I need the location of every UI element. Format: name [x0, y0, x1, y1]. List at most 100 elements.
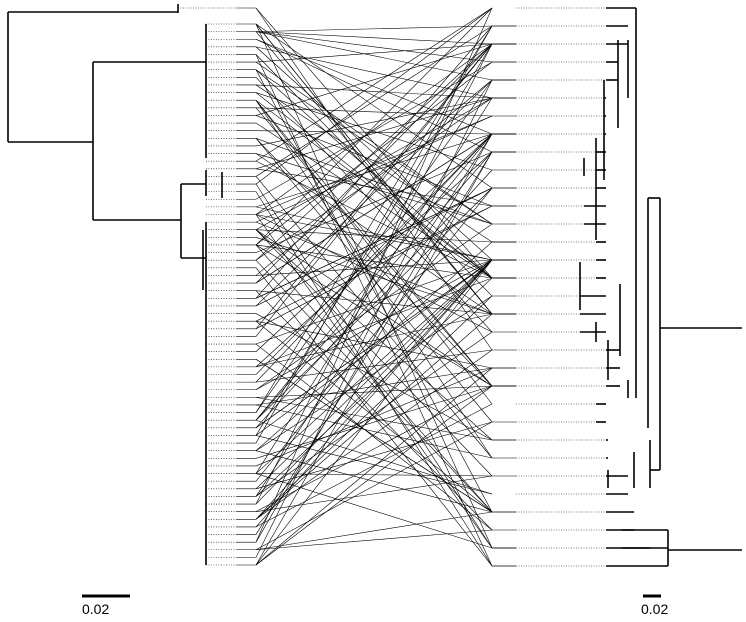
- association-link: [255, 450, 493, 513]
- association-link: [255, 529, 493, 551]
- association-link: [255, 349, 493, 520]
- association-link: [255, 25, 493, 299]
- association-link: [255, 133, 493, 284]
- association-link: [255, 473, 493, 477]
- association-link: [255, 69, 493, 279]
- association-link: [255, 295, 493, 520]
- association-link: [255, 7, 493, 351]
- association-link: [255, 84, 493, 99]
- association-link: [255, 229, 493, 477]
- association-link: [237, 54, 516, 297]
- association-link: [255, 61, 493, 225]
- association-link: [255, 115, 493, 215]
- association-link: [255, 187, 493, 421]
- association-links: [237, 7, 516, 567]
- association-link: [255, 7, 493, 185]
- association-link: [255, 259, 493, 345]
- association-link: [255, 92, 493, 279]
- left-phylogenetic-tree: [7, 4, 237, 566]
- association-link: [255, 31, 493, 45]
- association-link: [237, 92, 516, 171]
- association-link: [255, 31, 493, 81]
- association-link: [255, 331, 493, 497]
- association-link: [255, 187, 493, 307]
- right-scale-bar-label: 0.02: [641, 601, 668, 617]
- association-link: [255, 359, 493, 513]
- association-link: [237, 25, 516, 444]
- association-link: [255, 214, 493, 333]
- right-phylogenetic-tree: [516, 7, 742, 567]
- association-link: [255, 138, 493, 225]
- association-link: [255, 259, 493, 566]
- association-link: [237, 43, 516, 436]
- association-link: [237, 223, 516, 391]
- association-link: [255, 421, 493, 490]
- association-link: [237, 133, 516, 284]
- association-link: [255, 153, 493, 225]
- association-link: [255, 151, 493, 368]
- association-link: [237, 133, 516, 375]
- association-link: [255, 54, 493, 567]
- association-link: [255, 107, 493, 117]
- association-link: [255, 23, 493, 315]
- association-link: [237, 79, 516, 558]
- association-link: [255, 25, 493, 413]
- association-link: [255, 31, 493, 315]
- association-link: [255, 367, 493, 566]
- association-link: [237, 473, 516, 549]
- association-link: [255, 168, 493, 207]
- association-link: [255, 69, 493, 225]
- association-link: [237, 61, 516, 200]
- association-link: [255, 385, 493, 398]
- association-link: [237, 38, 516, 135]
- association-link: [237, 259, 516, 528]
- association-link: [255, 320, 493, 369]
- left-scale-bar: 0.02: [82, 594, 130, 617]
- association-link: [237, 77, 516, 333]
- association-link: [255, 259, 493, 436]
- association-link: [255, 403, 493, 528]
- association-link: [255, 214, 493, 261]
- association-link: [255, 259, 493, 429]
- association-link: [237, 385, 516, 459]
- association-link: [255, 511, 493, 551]
- association-link: [255, 7, 493, 543]
- association-link: [255, 419, 493, 495]
- association-link: [255, 61, 493, 246]
- association-link: [237, 290, 516, 315]
- association-link: [255, 290, 493, 531]
- association-link: [255, 187, 493, 299]
- association-link: [255, 385, 493, 566]
- association-link: [255, 221, 493, 315]
- association-link: [255, 244, 493, 279]
- association-link: [255, 313, 493, 368]
- left-scale-bar-label: 0.02: [82, 601, 109, 617]
- association-link: [255, 38, 493, 153]
- association-link: [255, 43, 493, 261]
- association-link: [255, 133, 493, 383]
- association-link: [255, 43, 493, 505]
- association-link: [255, 100, 493, 405]
- association-link: [255, 97, 493, 230]
- association-link: [255, 244, 493, 513]
- association-link: [255, 404, 493, 459]
- association-link: [237, 349, 516, 383]
- association-link: [255, 138, 493, 423]
- association-link: [255, 7, 493, 246]
- association-link: [255, 99, 493, 279]
- association-link: [255, 229, 493, 441]
- association-link: [237, 475, 516, 512]
- association-link: [255, 43, 493, 329]
- association-link: [255, 259, 493, 391]
- association-link: [237, 133, 516, 543]
- association-link: [237, 397, 516, 441]
- right-scale-bar: 0.02: [641, 594, 668, 617]
- association-link: [237, 421, 516, 551]
- association-link: [255, 23, 493, 549]
- association-link: [255, 259, 493, 474]
- association-link: [255, 295, 493, 451]
- association-link: [255, 7, 493, 162]
- association-link: [237, 277, 516, 497]
- association-link: [237, 151, 516, 535]
- association-link: [237, 205, 516, 330]
